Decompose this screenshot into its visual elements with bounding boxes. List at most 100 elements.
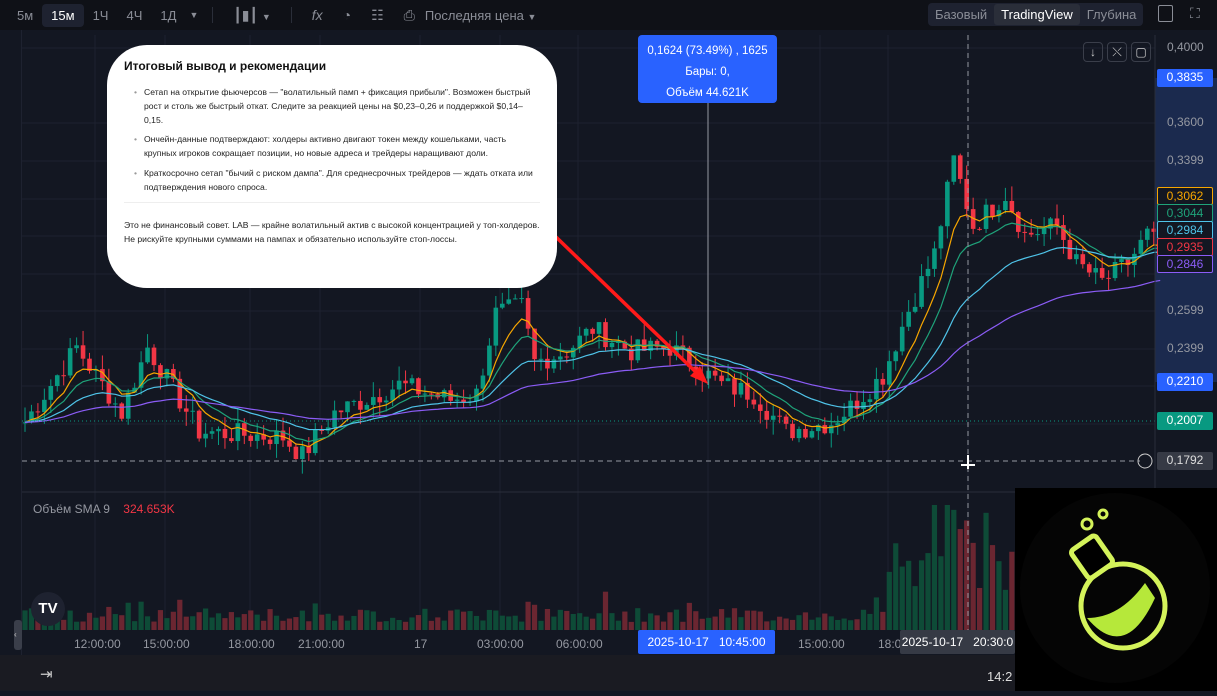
timeframe-dropdown-icon[interactable]: ▼ <box>189 10 199 20</box>
volume-bar <box>977 587 983 630</box>
mode-tradingview[interactable]: TradingView <box>994 4 1080 25</box>
time-tick: 17 <box>414 637 428 651</box>
candle-body <box>364 404 370 410</box>
disclaimer: Это не финансовый совет. LAB — крайне во… <box>124 220 540 245</box>
volume-bar <box>209 617 215 630</box>
gauge-icon[interactable]: ◔ <box>342 7 352 23</box>
volume-bar <box>22 610 28 630</box>
scroll-down-button[interactable]: ↓ <box>1083 42 1103 62</box>
candle-body <box>1035 234 1040 236</box>
candle-body <box>758 404 763 411</box>
volume-bar <box>396 619 402 630</box>
volume-bar <box>893 543 899 630</box>
candle-body <box>306 446 312 454</box>
candle-body <box>1028 232 1034 235</box>
volume-bar <box>338 615 344 630</box>
candle-body <box>745 382 750 400</box>
volume-bar <box>248 610 254 630</box>
auto-scale-button[interactable]: ⤬ <box>1107 42 1127 62</box>
volume-bar <box>906 560 912 630</box>
fullscreen-icon[interactable]: ⛶ <box>1190 5 1200 21</box>
candle-body <box>235 423 241 442</box>
candle-body <box>712 370 718 376</box>
clock-time: 14:2 <box>987 669 1013 684</box>
volume-bar <box>273 615 280 630</box>
candle-body <box>1125 259 1131 266</box>
volume-bar <box>170 611 176 630</box>
candle-body <box>609 342 615 348</box>
candle-body <box>977 228 982 230</box>
timeframe-1h[interactable]: 1Ч <box>92 7 109 23</box>
candle-body <box>861 401 866 409</box>
mode-basic[interactable]: Базовый <box>935 7 988 22</box>
volume-bar <box>783 618 789 630</box>
candle-body <box>338 410 344 413</box>
volume-bar <box>357 609 363 630</box>
candle-body <box>248 435 254 441</box>
candle-body <box>648 340 653 351</box>
candle-body <box>564 356 570 358</box>
volume-bar <box>712 616 718 630</box>
candle-body <box>119 403 125 419</box>
volume-bar <box>802 612 809 630</box>
timeframe-1d[interactable]: 1Д <box>160 7 177 23</box>
mode-depth[interactable]: Глубина <box>1086 7 1137 22</box>
goto-date-icon[interactable]: ⇥ <box>40 666 53 683</box>
camera-icon[interactable]: ⎙ <box>403 6 415 23</box>
reset-chart-button[interactable]: ▢ <box>1131 42 1151 62</box>
candle-body <box>816 425 821 432</box>
timeframe-5m[interactable]: 5м <box>17 7 34 23</box>
volume-bar <box>815 617 821 630</box>
candle-body <box>371 397 376 405</box>
volume-legend: Объём SMA 9 324.653K <box>33 502 175 516</box>
candle-body <box>403 380 408 384</box>
volume-bar <box>332 620 338 630</box>
collapse-toolbar-button[interactable]: ‹ <box>14 620 22 650</box>
candle-body <box>100 369 105 382</box>
volume-bar <box>1002 589 1008 630</box>
add-alert-icon <box>1137 453 1153 469</box>
candle-body <box>603 322 608 348</box>
volume-bar <box>144 616 151 630</box>
candle-body <box>229 438 234 442</box>
volume-bar <box>667 612 673 630</box>
candle-body <box>945 181 950 227</box>
candle-body <box>1119 259 1124 262</box>
volume-bar <box>731 608 738 630</box>
candle-body <box>796 428 802 439</box>
volume-bar <box>448 610 454 630</box>
volume-bar <box>770 620 776 630</box>
volume-bar <box>951 509 957 630</box>
chevron-down-icon: ▼ <box>527 11 537 22</box>
candle-body <box>732 378 737 395</box>
layout-icon[interactable]: ☷ <box>371 6 384 23</box>
volume-bar <box>370 611 376 630</box>
candle-body <box>145 347 150 363</box>
volume-bar <box>164 618 170 630</box>
candle-body <box>61 375 66 377</box>
time-tick: 12:00:00 <box>74 637 121 651</box>
volume-bar <box>441 620 447 630</box>
volume-bar <box>899 566 905 630</box>
candle-type-icon[interactable]: ┃▮┃ ▼ <box>233 6 271 23</box>
volume-bar <box>828 616 834 630</box>
price-type-select[interactable]: Последняя цена ▼ <box>425 8 537 23</box>
drawing-toolbar: ‹ <box>0 30 22 655</box>
candle-body <box>409 378 415 384</box>
candle-body <box>1016 212 1021 232</box>
window-layout-icon[interactable] <box>1158 5 1173 22</box>
indicators-fx-icon[interactable]: fx <box>311 7 323 23</box>
volume-bar <box>912 586 918 630</box>
candle-body <box>1061 225 1066 240</box>
candle-body <box>125 392 131 419</box>
volume-bar <box>422 608 428 630</box>
candle-body <box>951 155 957 182</box>
candle-body <box>770 415 776 420</box>
volume-bar <box>267 609 273 630</box>
volume-bar <box>938 556 944 630</box>
candle-body <box>383 400 389 403</box>
timeframe-15m[interactable]: 15м <box>42 3 84 27</box>
tradingview-logo[interactable]: TV <box>31 592 65 626</box>
volume-bar <box>493 610 499 630</box>
timeframe-4h[interactable]: 4Ч <box>126 7 143 23</box>
